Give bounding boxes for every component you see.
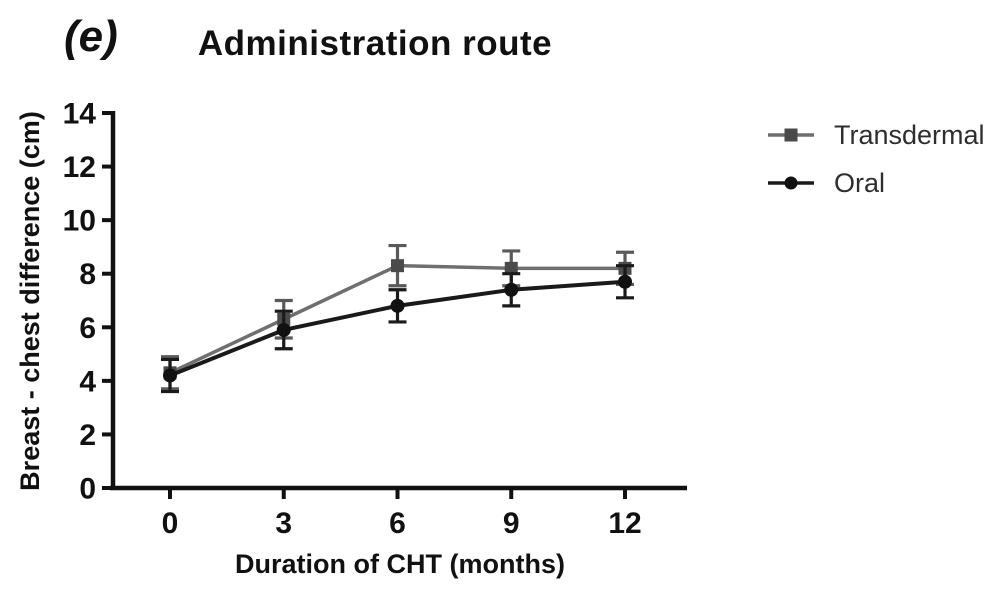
- legend-label-transdermal: Transdermal: [834, 119, 985, 150]
- svg-text:0: 0: [79, 473, 96, 506]
- legend-item-oral: Oral: [766, 166, 985, 200]
- svg-text:8: 8: [79, 258, 96, 291]
- x-axis-label: Duration of CHT (months): [235, 549, 565, 579]
- svg-text:12: 12: [608, 507, 641, 540]
- svg-text:0: 0: [162, 507, 179, 540]
- panel-label: (e): [64, 12, 118, 61]
- svg-text:3: 3: [275, 507, 292, 540]
- oral-circle-marker-icon: [768, 176, 814, 190]
- svg-text:10: 10: [63, 205, 96, 238]
- legend-label-oral: Oral: [834, 167, 886, 198]
- svg-text:6: 6: [79, 312, 96, 345]
- svg-text:14: 14: [63, 97, 97, 130]
- chart-title: Administration route: [197, 24, 553, 63]
- legend: Transdermal Oral: [766, 118, 985, 200]
- legend-item-transdermal: Transdermal: [766, 118, 985, 152]
- svg-text:2: 2: [79, 419, 96, 452]
- transdermal-square-marker-icon: [768, 128, 814, 142]
- svg-text:4: 4: [79, 365, 96, 398]
- svg-text:9: 9: [503, 507, 520, 540]
- svg-text:6: 6: [389, 507, 406, 540]
- svg-text:12: 12: [63, 151, 96, 184]
